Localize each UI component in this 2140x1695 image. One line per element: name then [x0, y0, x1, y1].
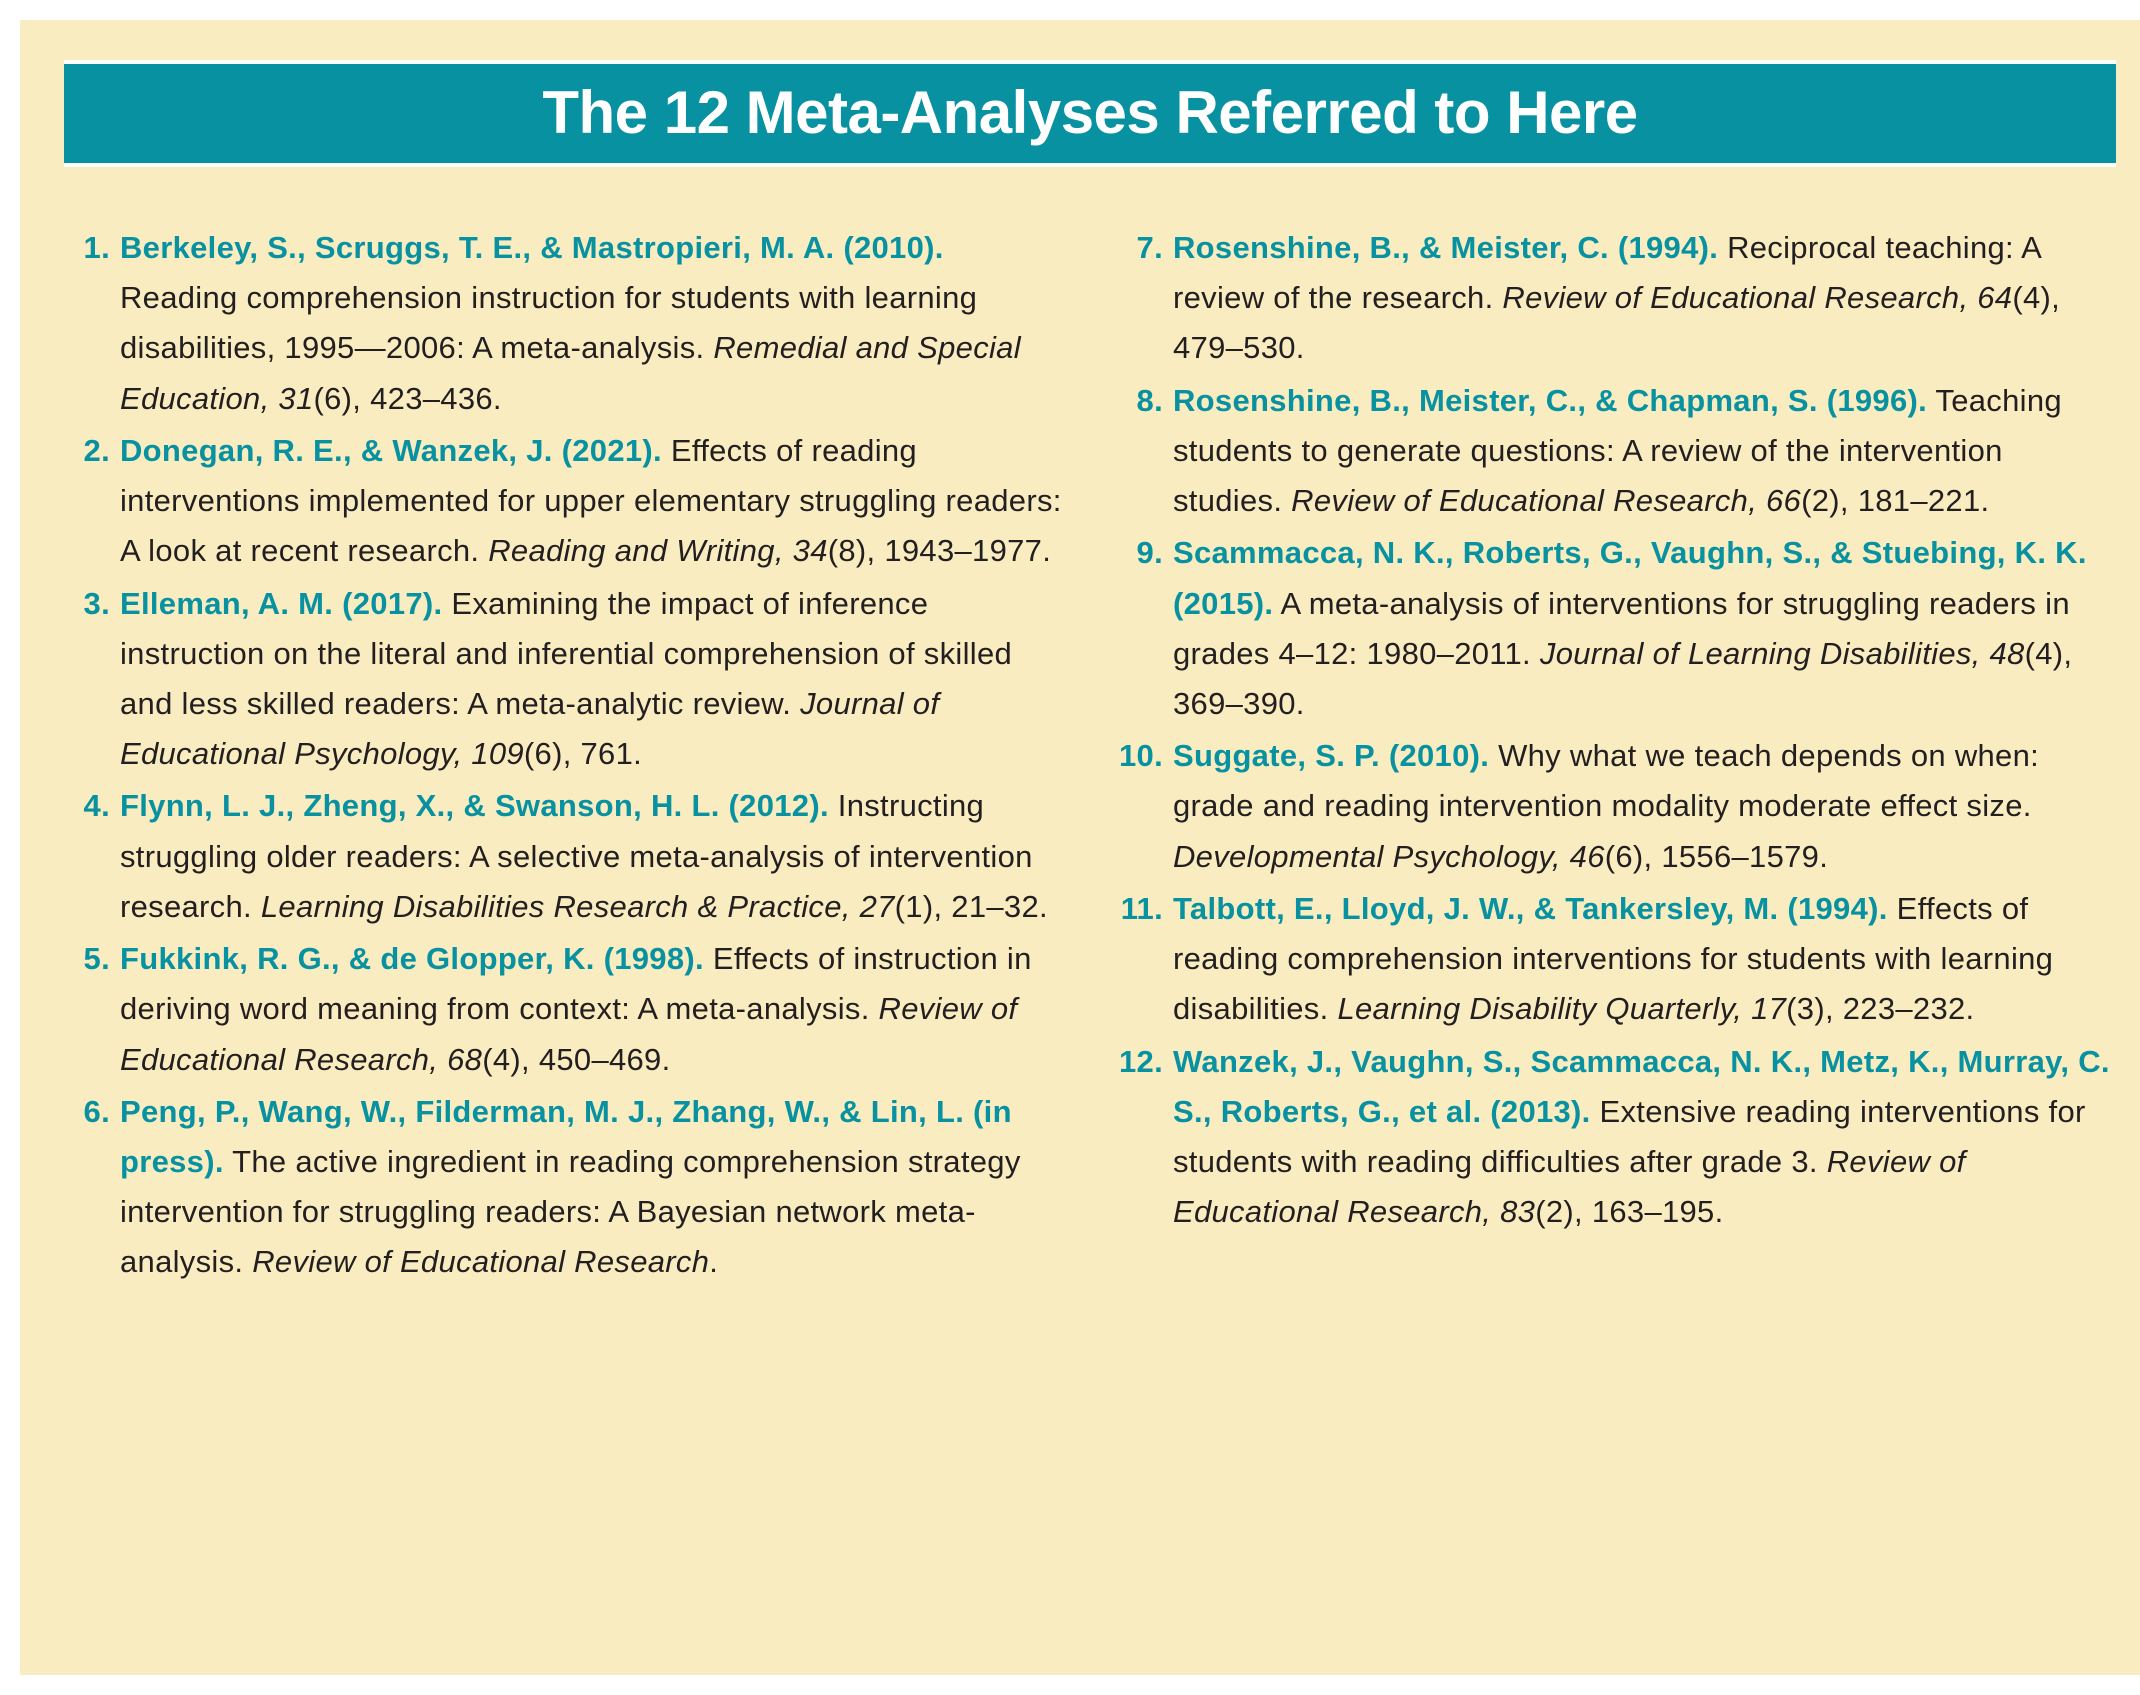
right-column: Rosenshine, B., & Meister, C. (1994). Re…	[1117, 223, 2116, 1290]
reference-authors: Elleman, A. M. (2017).	[120, 586, 442, 621]
reference-pages: (1), 21–32.	[895, 889, 1048, 924]
reference-item: Peng, P., Wang, W., Filderman, M. J., Zh…	[64, 1087, 1063, 1288]
reference-journal: Developmental Psychology, 46	[1173, 839, 1605, 874]
reference-journal: Learning Disability Quarterly, 17	[1337, 991, 1786, 1026]
left-column: Berkeley, S., Scruggs, T. E., & Mastropi…	[64, 223, 1063, 1290]
reference-item: Rosenshine, B., & Meister, C. (1994). Re…	[1117, 223, 2116, 374]
page-title: The 12 Meta-Analyses Referred to Here	[64, 78, 2116, 147]
reference-pages: (3), 223–232.	[1786, 991, 1974, 1026]
reference-authors: Rosenshine, B., Meister, C., & Chapman, …	[1173, 383, 1927, 418]
reference-item: Fukkink, R. G., & de Glopper, K. (1998).…	[64, 934, 1063, 1085]
reference-item: Wanzek, J., Vaughn, S., Scammacca, N. K.…	[1117, 1037, 2116, 1238]
reference-authors: Rosenshine, B., & Meister, C. (1994).	[1173, 230, 1718, 265]
reference-pages: (2), 163–195.	[1535, 1194, 1723, 1229]
reference-item: Elleman, A. M. (2017). Examining the imp…	[64, 579, 1063, 780]
reference-item: Flynn, L. J., Zheng, X., & Swanson, H. L…	[64, 781, 1063, 932]
reference-item: Donegan, R. E., & Wanzek, J. (2021). Eff…	[64, 426, 1063, 577]
reference-item: Talbott, E., Lloyd, J. W., & Tankersley,…	[1117, 884, 2116, 1035]
reference-authors: Donegan, R. E., & Wanzek, J. (2021).	[120, 433, 662, 468]
reference-item: Rosenshine, B., Meister, C., & Chapman, …	[1117, 376, 2116, 527]
reference-item: Suggate, S. P. (2010). Why what we teach…	[1117, 731, 2116, 882]
reference-pages: (8), 1943–1977.	[828, 533, 1051, 568]
reference-list-right: Rosenshine, B., & Meister, C. (1994). Re…	[1117, 223, 2116, 1237]
reference-journal: Review of Educational Research, 64	[1502, 280, 2012, 315]
reference-item: Berkeley, S., Scruggs, T. E., & Mastropi…	[64, 223, 1063, 424]
reference-pages: (6), 423–436.	[314, 381, 502, 416]
reference-pages: (2), 181–221.	[1801, 483, 1989, 518]
title-bar: The 12 Meta-Analyses Referred to Here	[64, 60, 2116, 167]
reference-journal: Reading and Writing, 34	[488, 533, 827, 568]
reference-pages: (6), 761.	[524, 736, 642, 771]
reference-item: Scammacca, N. K., Roberts, G., Vaughn, S…	[1117, 528, 2116, 729]
reference-authors: Flynn, L. J., Zheng, X., & Swanson, H. L…	[120, 788, 829, 823]
reference-list-left: Berkeley, S., Scruggs, T. E., & Mastropi…	[64, 223, 1063, 1288]
reference-columns: Berkeley, S., Scruggs, T. E., & Mastropi…	[64, 223, 2116, 1290]
page-card: The 12 Meta-Analyses Referred to Here Be…	[20, 20, 2140, 1675]
reference-pages: (6), 1556–1579.	[1605, 839, 1828, 874]
reference-pages: .	[709, 1244, 718, 1279]
reference-journal: Review of Educational Research	[252, 1244, 709, 1279]
reference-pages: (4), 450–469.	[482, 1042, 670, 1077]
reference-journal: Journal of Learning Disabilities, 48	[1540, 636, 2025, 671]
reference-journal: Review of Educational Research, 66	[1291, 483, 1801, 518]
reference-authors: Suggate, S. P. (2010).	[1173, 738, 1489, 773]
reference-journal: Learning Disabilities Research & Practic…	[261, 889, 895, 924]
reference-authors: Talbott, E., Lloyd, J. W., & Tankersley,…	[1173, 891, 1888, 926]
reference-authors: Fukkink, R. G., & de Glopper, K. (1998).	[120, 941, 704, 976]
reference-authors: Berkeley, S., Scruggs, T. E., & Mastropi…	[120, 230, 944, 265]
